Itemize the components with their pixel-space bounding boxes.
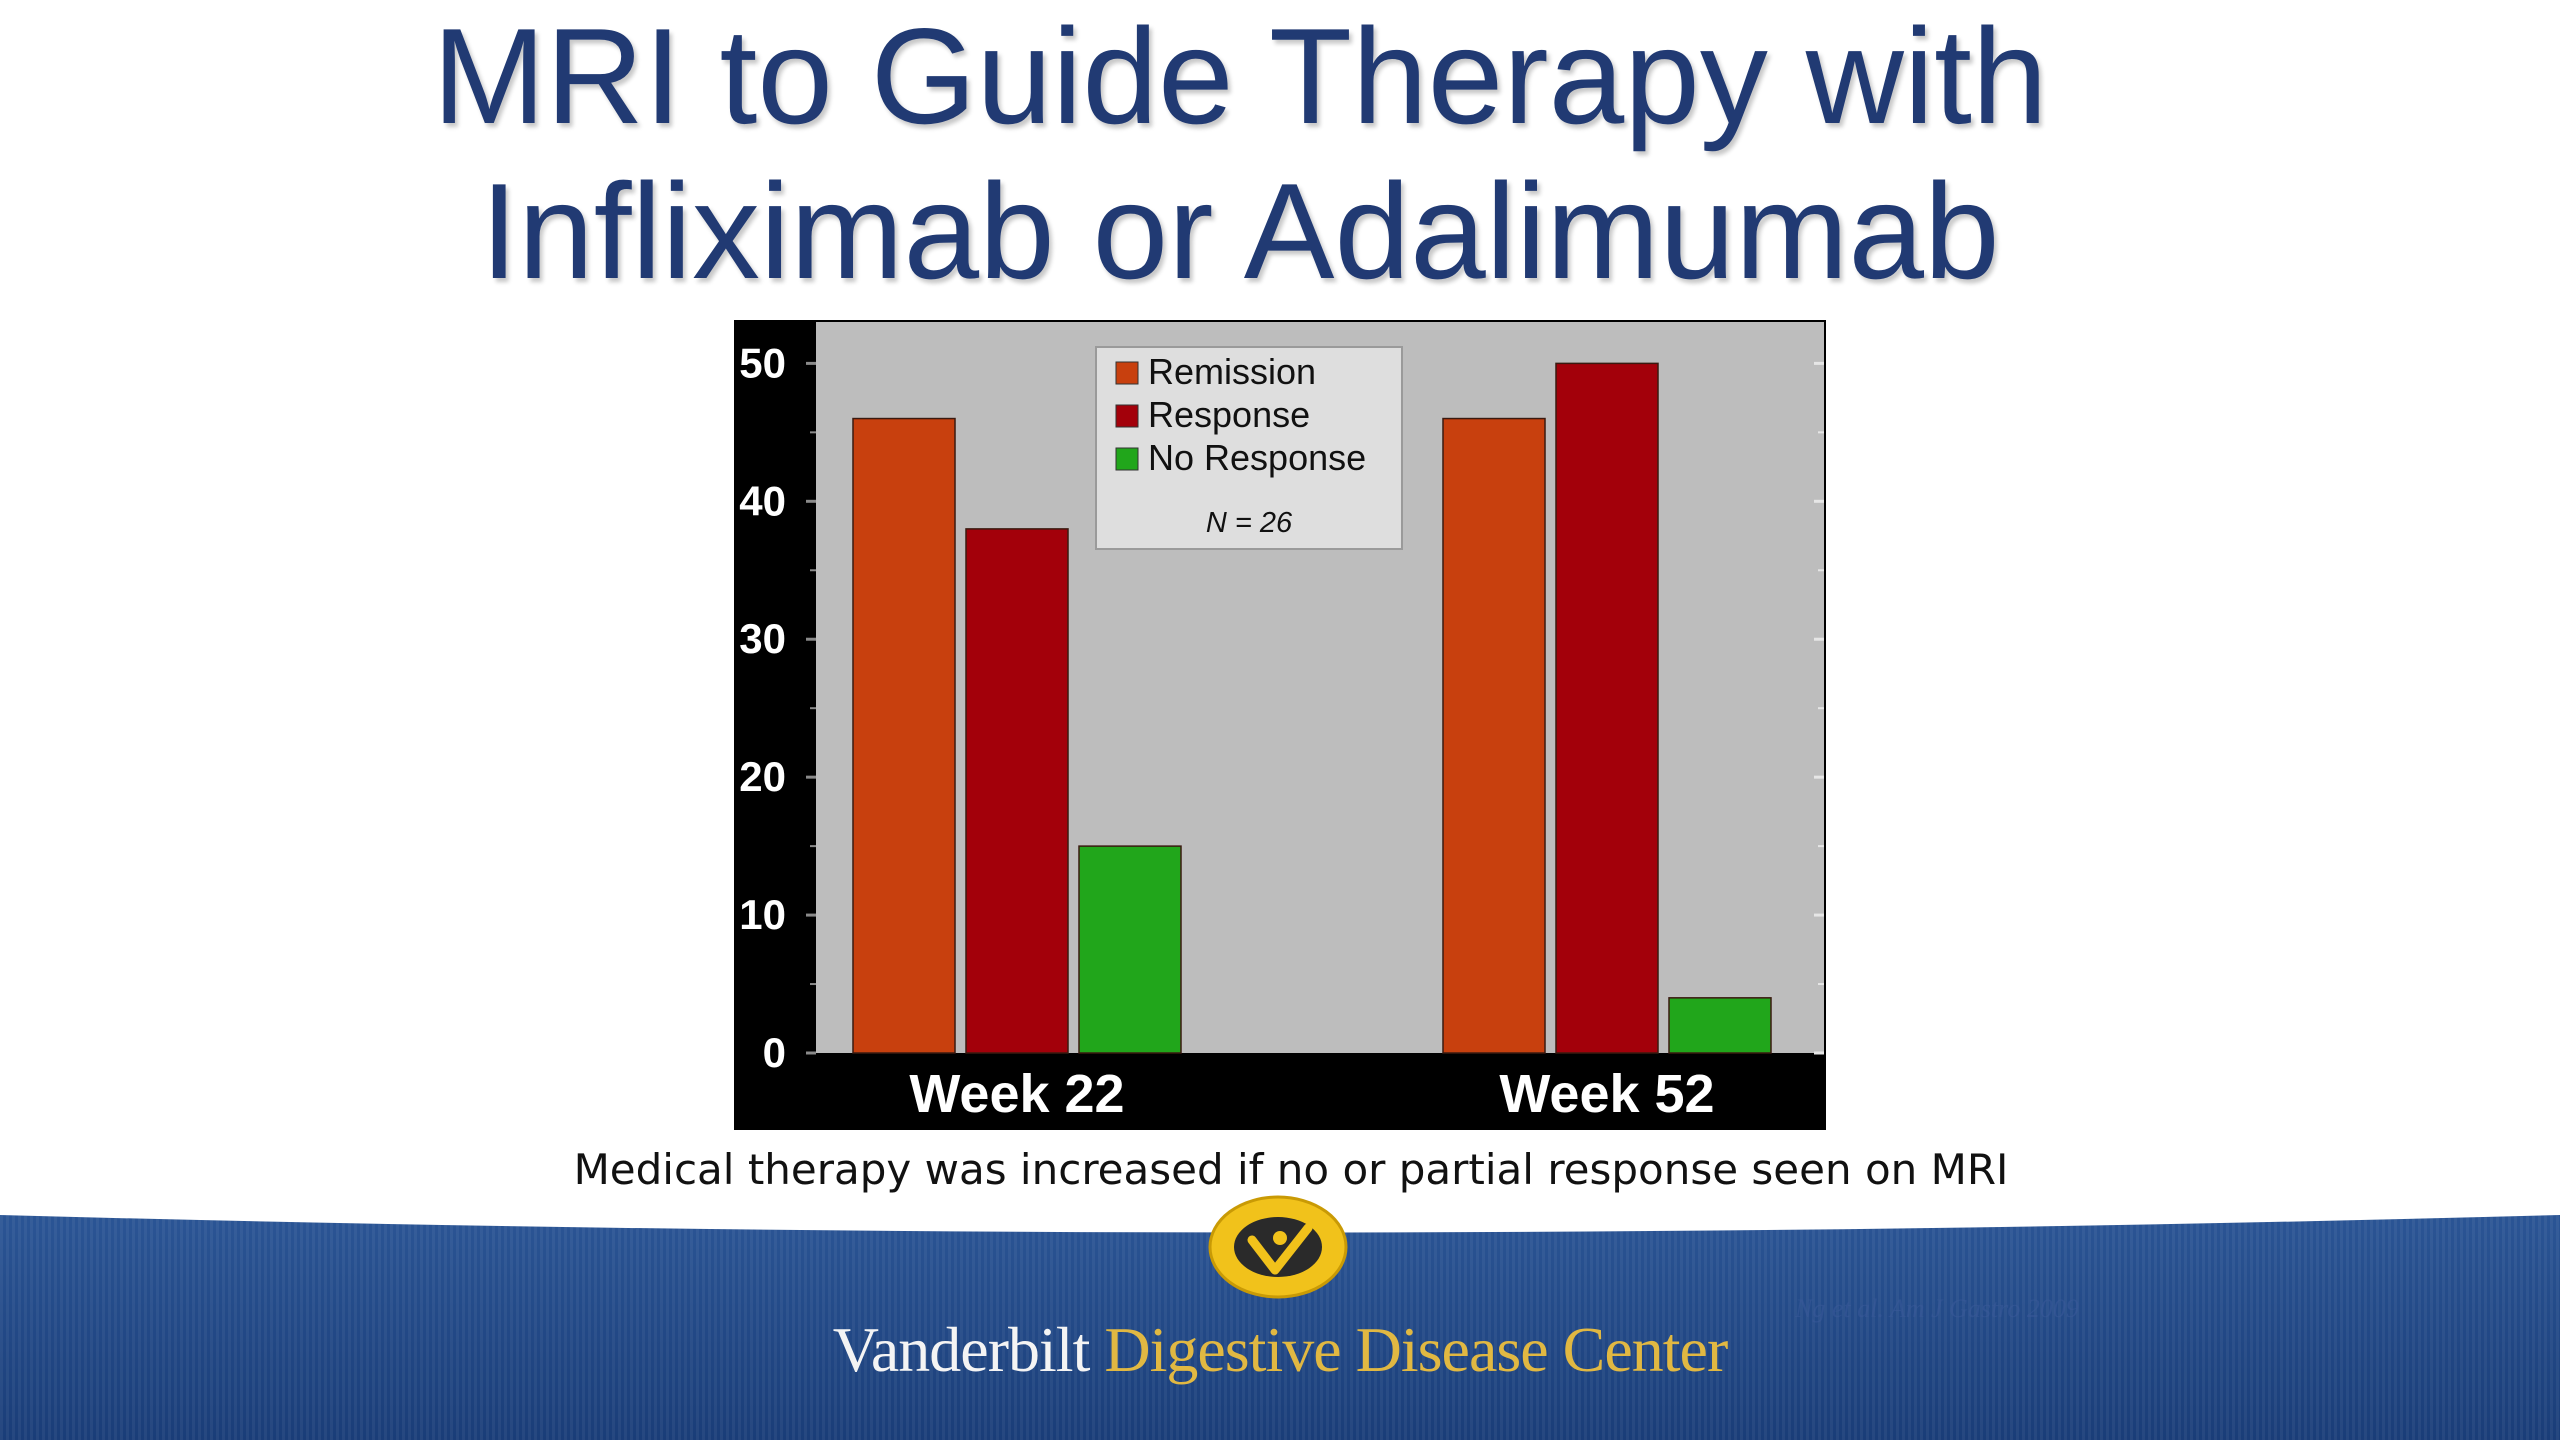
legend-note: N = 26 [1206, 507, 1293, 539]
legend-swatch [1115, 447, 1139, 471]
x-axis: Week 22 Week 52 [909, 1064, 1714, 1124]
legend-label: Remission [1148, 351, 1316, 392]
bar-remission-week-52 [1442, 417, 1546, 1054]
legend-swatch [1115, 361, 1139, 385]
brand-center-name: Digestive Disease Center [1104, 1314, 1728, 1385]
bar-response-week-52 [1555, 362, 1659, 1054]
y-tick-label: 40 [739, 477, 786, 524]
citation: Ng et al. Am J Gastro 2009 [1795, 1294, 2079, 1323]
legend-label: Response [1148, 394, 1310, 435]
brand-name: Vanderbilt [832, 1314, 1091, 1385]
y-tick-label: 10 [739, 891, 786, 938]
legend-box [1095, 346, 1403, 550]
y-tick-label: 30 [739, 615, 786, 662]
footer-banner [0, 1195, 2560, 1440]
legend-label: No Response [1148, 437, 1366, 478]
y-tick-label: 20 [739, 753, 786, 800]
slide-caption: Medical therapy was increased if no or p… [573, 1145, 2009, 1194]
legend-swatch [1115, 404, 1139, 428]
bar-no-response-week-22 [1078, 845, 1182, 1054]
y-axis: 0 10 20 30 40 50 [739, 339, 1824, 1076]
brand-wordmark: Vanderbilt Digestive Disease Center [0, 1318, 2560, 1382]
bar-group [852, 362, 1772, 1054]
x-tick-label: Week 52 [1499, 1064, 1714, 1124]
bar-no-response-week-52 [1668, 997, 1772, 1054]
bar-chart: 0 10 20 30 40 50 Week 22 Week 52 RemissionResp… [734, 320, 1826, 1130]
slide-title-line-2: Infliximab or Adalimumab [480, 155, 2000, 307]
y-tick-label: 50 [739, 339, 786, 386]
vanderbilt-seal-icon [1208, 1195, 1348, 1299]
slide-title-line-1: MRI to Guide Therapy with [432, 0, 2048, 152]
bar-response-week-22 [965, 528, 1069, 1054]
bar-remission-week-22 [852, 417, 956, 1054]
y-tick-label: 0 [763, 1029, 786, 1076]
x-tick-label: Week 22 [909, 1064, 1124, 1124]
